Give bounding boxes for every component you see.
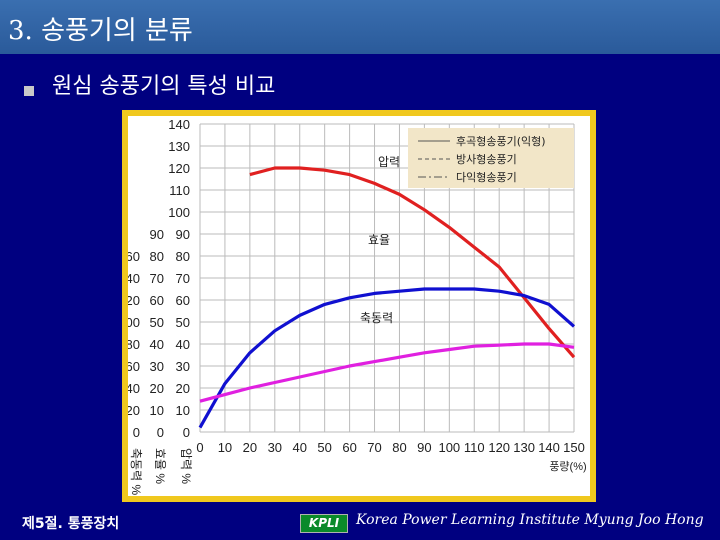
x-axis-tick-label: 150 <box>563 440 585 455</box>
y-axis-0-tick-label: 90 <box>176 227 190 242</box>
y-axis-1-tick-label: 20 <box>150 381 164 396</box>
kpli-logo: KPLI <box>300 514 348 533</box>
y-axis-2-tick-label: 20 <box>128 403 140 418</box>
x-axis-tick-label: 10 <box>218 440 232 455</box>
y-axis-0-tick-label: 0 <box>183 425 190 440</box>
curve-annotation: 효율 <box>368 233 390 247</box>
x-axis-tick-label: 30 <box>268 440 282 455</box>
legend-box <box>408 128 574 188</box>
x-axis-tick-label: 0 <box>196 440 203 455</box>
y-axis-0-tick-label: 20 <box>176 381 190 396</box>
y-axis-2-tick-label: 40 <box>128 381 140 396</box>
legend-label: 후곡형송풍기(익형) <box>456 135 546 148</box>
x-axis-tick-label: 140 <box>538 440 560 455</box>
y-axis-2-tick-label: 100 <box>128 315 140 330</box>
curve-annotation: 압력 <box>378 155 400 169</box>
y-axis-0-tick-label: 10 <box>176 403 190 418</box>
y-axis-2-tick-label: 60 <box>128 359 140 374</box>
slide-title: 3. 송풍기의 분류 <box>8 16 193 46</box>
y-axis-0-tick-label: 110 <box>169 183 190 198</box>
y-axis-0-tick-label: 140 <box>168 117 190 132</box>
y-axis-0-tick-label: 40 <box>176 337 190 352</box>
y-axis-2-tick-label: 0 <box>133 425 140 440</box>
x-axis-tick-label: 80 <box>392 440 406 455</box>
y-axis-1-tick-label: 80 <box>150 249 164 264</box>
y-axis-1-tick-label: 60 <box>150 293 164 308</box>
x-axis-tick-label: 130 <box>513 440 535 455</box>
x-axis-tick-label: 60 <box>342 440 356 455</box>
x-axis-tick-label: 120 <box>488 440 510 455</box>
footer-section: 제5절. 통풍장치 <box>22 516 120 532</box>
y-axis-1-tick-label: 10 <box>150 403 164 418</box>
y-axis-2-label: 축동력 % <box>129 448 143 495</box>
x-axis-label: 풍량(%) <box>549 460 586 473</box>
y-axis-0-tick-label: 80 <box>176 249 190 264</box>
series-line-축동력 <box>199 342 575 403</box>
series-line-효율 <box>198 287 576 429</box>
legend-label: 방사형송풍기 <box>456 153 517 166</box>
chart-frame: 0 10 20 30 40 50 60 70 80 90 100 110 120 130 140 압력 % 0 1… <box>122 110 596 502</box>
slide-heading: 원심 송풍기의 특성 비교 <box>52 74 276 99</box>
chart-area: 0 10 20 30 40 50 60 70 80 90 100 110 120 130 140 압력 % 0 1… <box>128 116 590 496</box>
y-axis-1-tick-label: 30 <box>150 359 164 374</box>
y-axis-1-tick-label: 90 <box>150 227 164 242</box>
y-axis-1-tick-label: 40 <box>150 337 164 352</box>
x-axis-tick-label: 90 <box>417 440 431 455</box>
y-axis-1-tick-label: 70 <box>150 271 164 286</box>
bullet-square-icon <box>24 86 34 96</box>
y-axis-0-tick-label: 130 <box>168 139 190 154</box>
title-bar <box>0 0 720 54</box>
y-axis-2-tick-label: 120 <box>128 293 140 308</box>
y-axis-0-tick-label: 70 <box>176 271 190 286</box>
y-axis-0-tick-label: 100 <box>168 205 190 220</box>
y-axis-1-tick-label: 50 <box>150 315 164 330</box>
x-axis-tick-label: 70 <box>367 440 381 455</box>
y-axis-0-tick-label: 30 <box>176 359 190 374</box>
y-axis-1-label: 효율 % <box>153 448 167 484</box>
y-axis-2-tick-label: 80 <box>128 337 140 352</box>
series-line-압력 <box>249 166 576 359</box>
y-axis-2-tick-label: 160 <box>128 249 140 264</box>
legend-label: 다익형송풍기 <box>456 171 517 184</box>
y-axis-1-tick-label: 0 <box>157 425 164 440</box>
x-axis-tick-label: 100 <box>438 440 460 455</box>
y-axis-0-label: 압력 % <box>179 448 193 484</box>
curve-annotation: 축동력 <box>360 311 393 325</box>
y-axis-0-tick-label: 120 <box>168 161 190 176</box>
y-axis-0-tick-label: 60 <box>176 293 190 308</box>
x-axis-tick-label: 20 <box>243 440 257 455</box>
x-axis-tick-label: 110 <box>464 440 485 455</box>
y-axis-2-tick-label: 140 <box>128 271 140 286</box>
footer-institute: Korea Power Learning Institute Myung Joo… <box>356 512 704 528</box>
y-axis-0-tick-label: 50 <box>176 315 190 330</box>
x-axis-tick-label: 50 <box>317 440 331 455</box>
x-axis-tick-label: 40 <box>292 440 306 455</box>
